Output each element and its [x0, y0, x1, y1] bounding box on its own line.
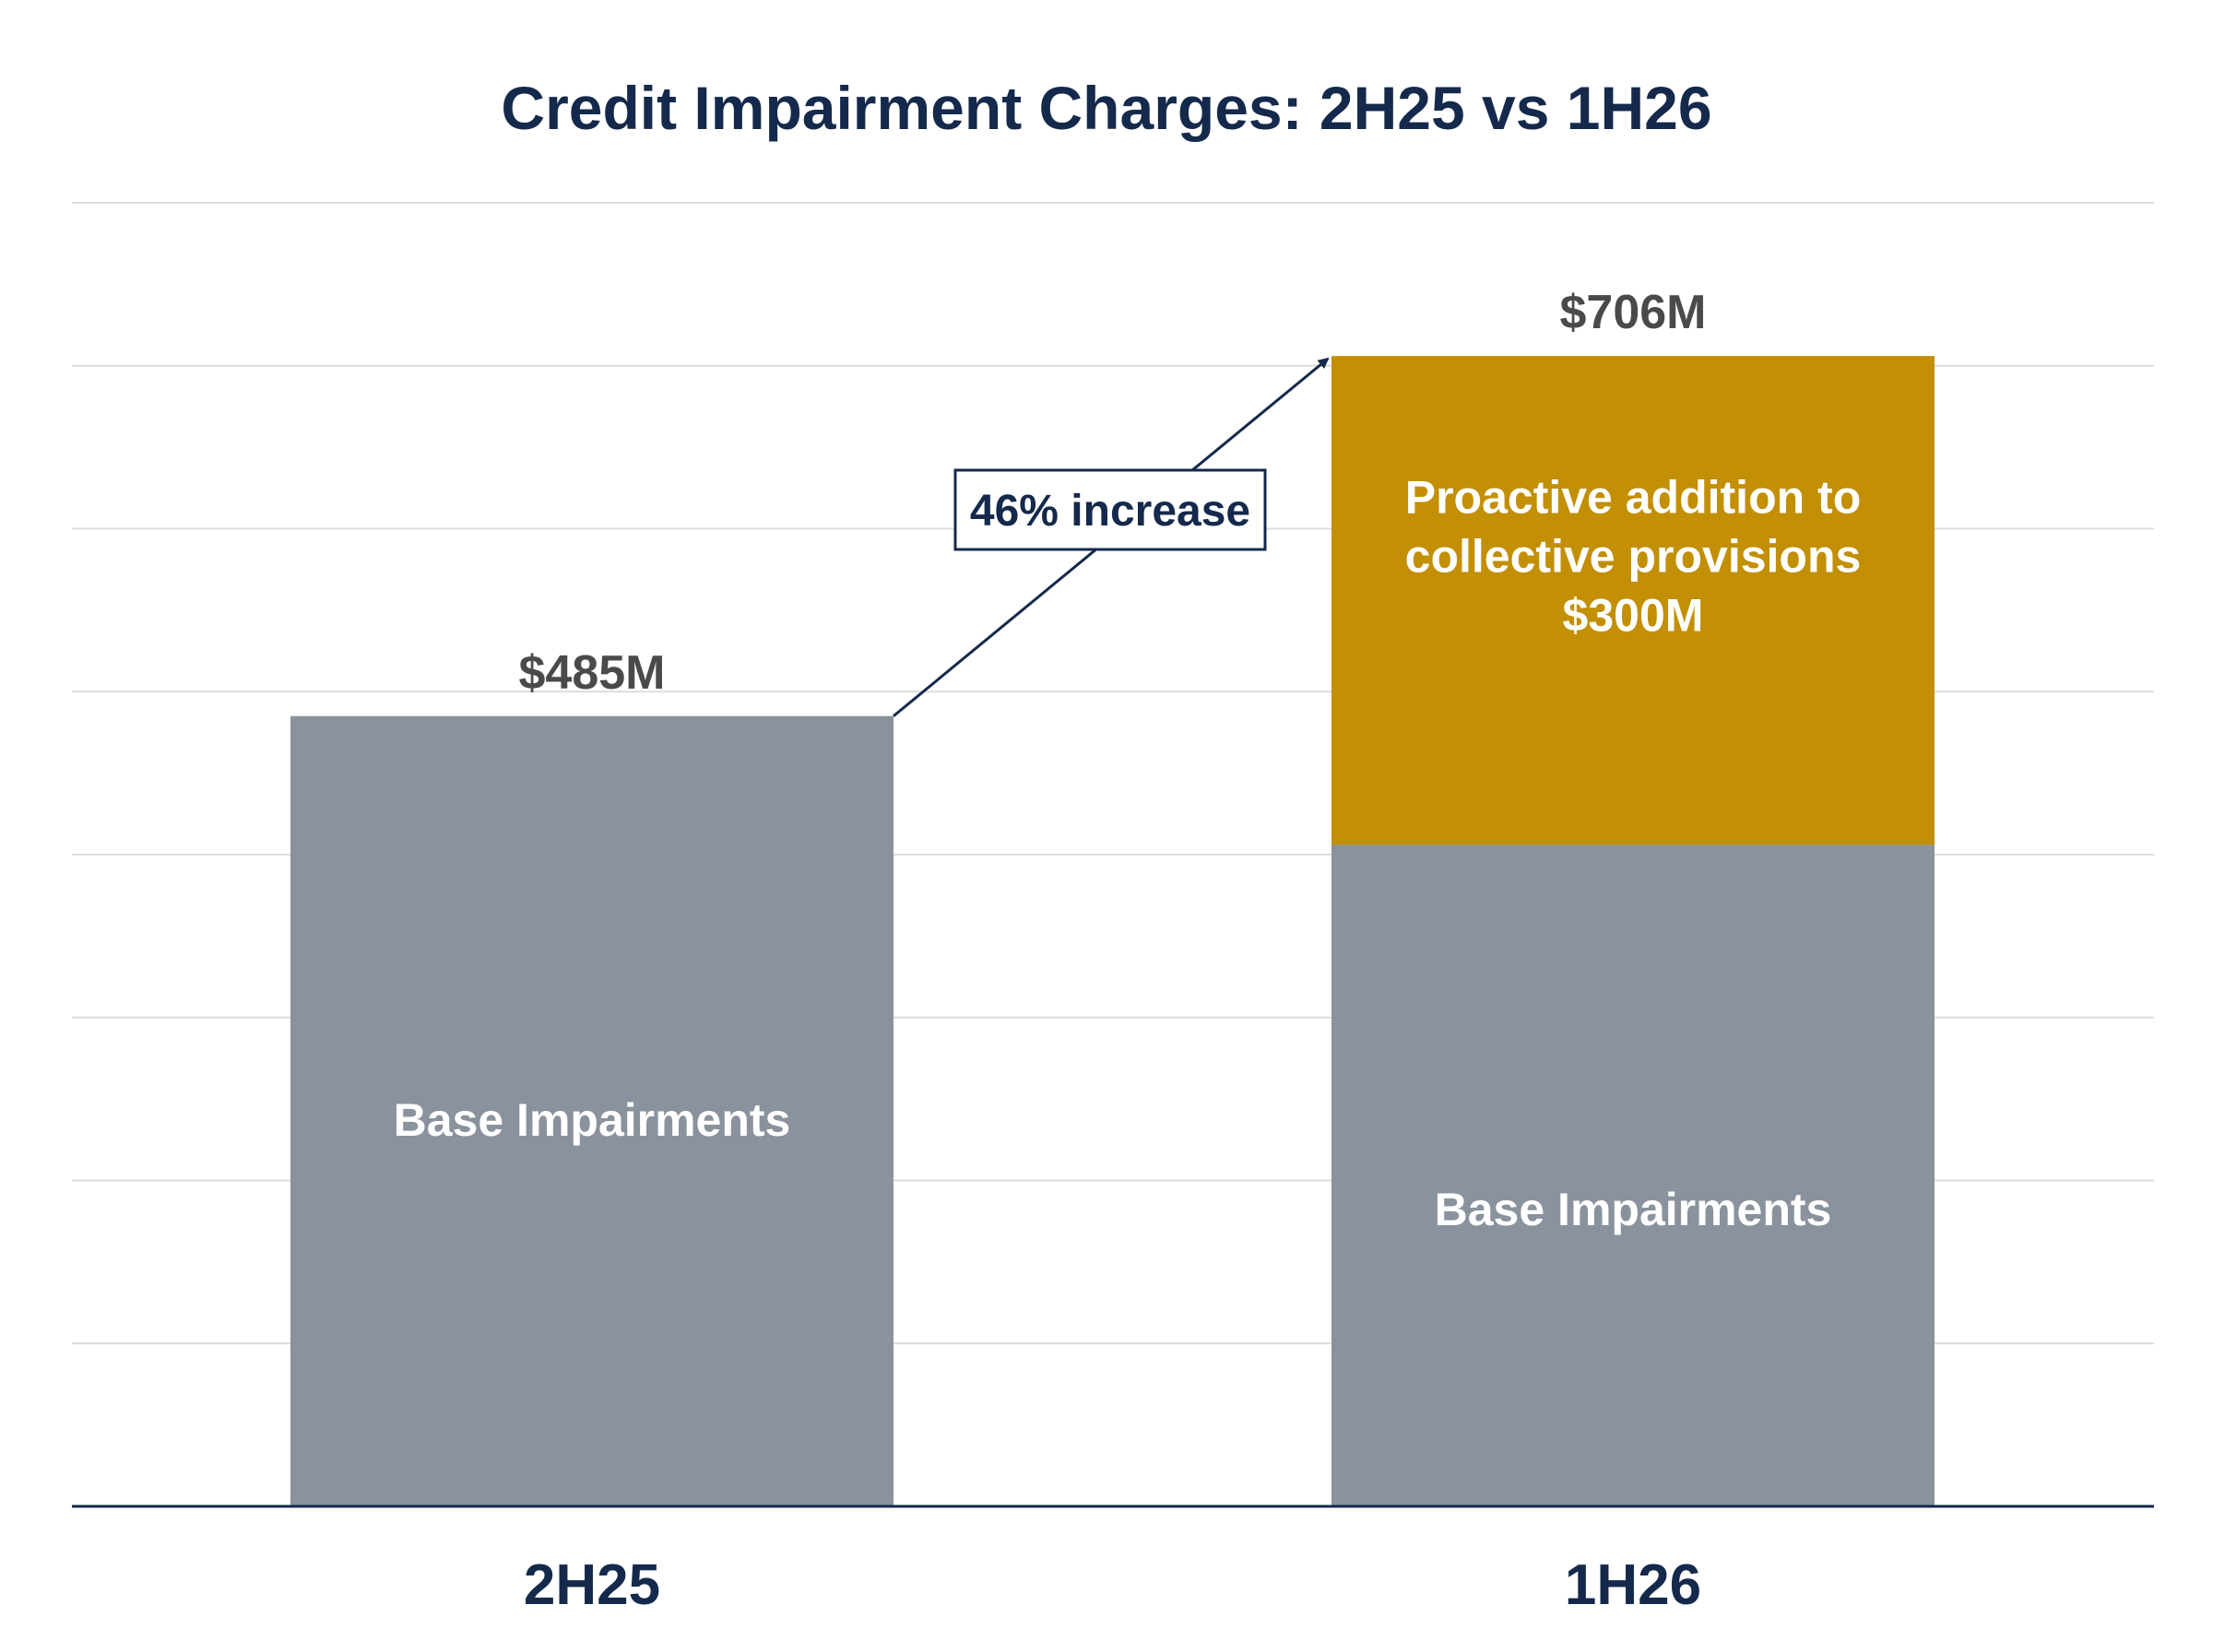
- annotation-box: [953, 468, 1267, 551]
- x-tick-labels: 2H25 1H26: [524, 1553, 1701, 1617]
- segment-label-addition-line: $300M: [1563, 589, 1704, 641]
- total-value-label: $485M: [519, 646, 666, 700]
- segment-label-addition-line: collective provisions: [1405, 530, 1862, 582]
- annotation-text: 46% increase: [970, 487, 1250, 536]
- segment-label-addition-line: Proactive addition to: [1405, 471, 1862, 523]
- bar-segment-addition-1h26: [1331, 356, 1935, 845]
- segment-label-base: Base Impairments: [1435, 1184, 1832, 1235]
- bars: [290, 356, 1935, 1506]
- bar-labels: Base Impairments $485M Base Impairments Pro…: [394, 286, 1862, 1235]
- x-tick-label: 2H25: [524, 1553, 660, 1617]
- bar-segment-base-1h26: [1331, 844, 1935, 1506]
- chart-title: Credit Impairment Charges: 2H25 vs 1H26: [501, 74, 1711, 142]
- total-value-label: $706M: [1560, 286, 1707, 339]
- x-tick-label: 1H26: [1565, 1553, 1701, 1617]
- segment-label-base: Base Impairments: [394, 1094, 791, 1146]
- increase-annotation: 46% increase: [893, 357, 1330, 717]
- bar-segment-base-2h25: [290, 715, 893, 1506]
